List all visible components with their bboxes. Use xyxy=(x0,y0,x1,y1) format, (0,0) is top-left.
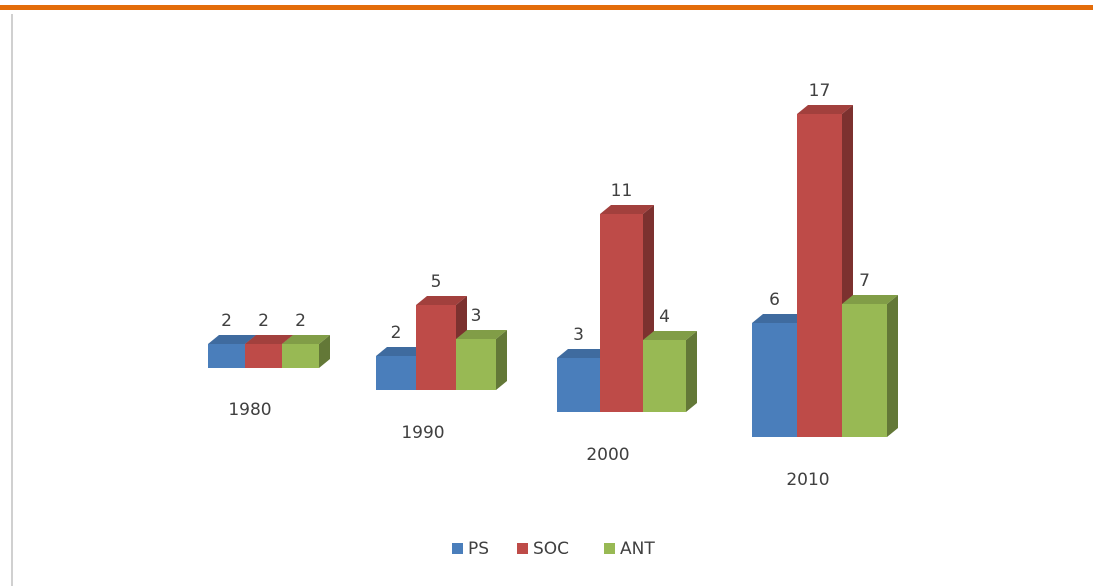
data-label: 3 xyxy=(573,325,584,345)
legend-label: SOC xyxy=(533,539,569,559)
bar-side xyxy=(496,330,507,390)
bar-top xyxy=(842,295,898,304)
bar-top xyxy=(456,330,507,339)
data-label: 2 xyxy=(258,311,269,331)
bar xyxy=(600,214,643,412)
bar-top xyxy=(797,105,853,114)
bar-top xyxy=(557,349,611,358)
data-label: 5 xyxy=(431,272,442,292)
bar-top xyxy=(282,335,330,344)
bar-top xyxy=(643,331,697,340)
bar xyxy=(842,304,887,437)
bar xyxy=(797,114,842,437)
top-rule xyxy=(0,5,1093,10)
data-label: 3 xyxy=(471,306,482,326)
bar-top xyxy=(600,205,654,214)
legend-swatch xyxy=(452,543,463,554)
data-label: 17 xyxy=(809,81,831,101)
bar xyxy=(557,358,600,412)
bar-side xyxy=(319,335,330,368)
legend-label: ANT xyxy=(620,539,655,559)
data-label: 11 xyxy=(611,181,633,201)
legend-swatch xyxy=(604,543,615,554)
bar xyxy=(208,344,245,368)
data-label: 6 xyxy=(769,290,780,310)
bar-top xyxy=(752,314,808,323)
x-tick-label: 1980 xyxy=(228,400,271,420)
bar-top xyxy=(245,335,293,344)
bar xyxy=(456,339,496,390)
data-label: 4 xyxy=(659,307,670,327)
legend-swatch xyxy=(517,543,528,554)
bar xyxy=(376,356,416,390)
x-tick-label: 2000 xyxy=(586,445,629,465)
bar-top xyxy=(376,347,427,356)
x-tick-label: 1990 xyxy=(401,423,444,443)
bar-side xyxy=(887,295,898,437)
data-label: 7 xyxy=(859,271,870,291)
bar-side xyxy=(686,331,697,412)
bar xyxy=(752,323,797,437)
x-tick-label: 2010 xyxy=(786,470,829,490)
data-label: 2 xyxy=(391,323,402,343)
bar xyxy=(245,344,282,368)
bar xyxy=(416,305,456,390)
bar-top xyxy=(208,335,256,344)
bar-top xyxy=(416,296,467,305)
bar xyxy=(282,344,319,368)
legend-label: PS xyxy=(468,539,489,559)
data-label: 2 xyxy=(221,311,232,331)
data-label: 2 xyxy=(295,311,306,331)
bar xyxy=(643,340,686,412)
